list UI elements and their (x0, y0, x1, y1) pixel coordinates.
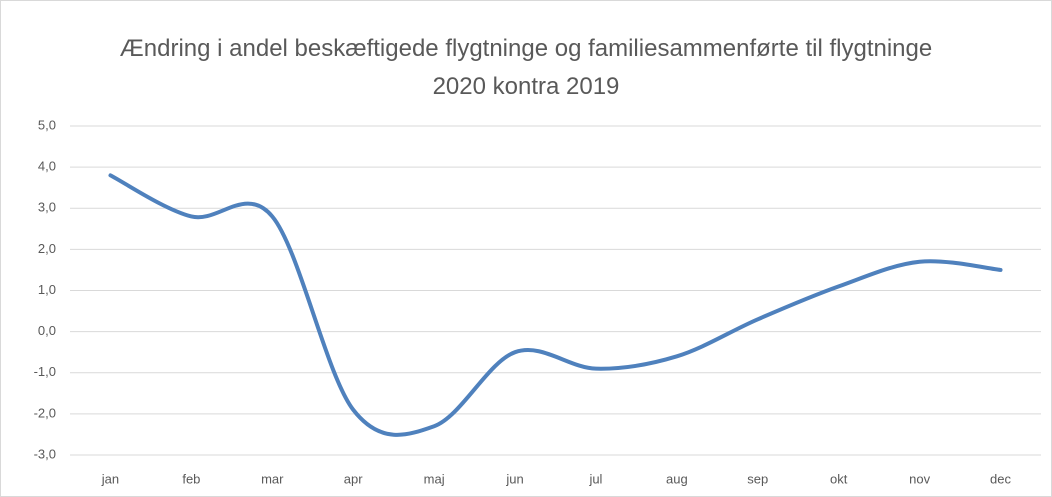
x-tick-label: apr (344, 471, 363, 486)
y-tick-label: 4,0 (38, 159, 56, 174)
y-tick-label: 2,0 (38, 241, 56, 256)
x-tick-label: feb (182, 471, 200, 486)
x-tick-label: dec (990, 471, 1011, 486)
x-tick-label: jan (101, 471, 119, 486)
chart-title: Ændring i andel beskæftigede flygtninge … (119, 35, 933, 100)
x-tick-label: okt (830, 471, 848, 486)
y-tick-label: -3,0 (34, 446, 56, 461)
y-tick-label: 1,0 (38, 282, 56, 297)
y-tick-label: -2,0 (34, 405, 56, 420)
y-tick-label: 5,0 (38, 117, 56, 132)
x-tick-label: maj (424, 471, 445, 486)
line-series (108, 173, 1003, 437)
y-tick-label: -1,0 (34, 364, 56, 379)
y-tick-label: 3,0 (38, 200, 56, 215)
x-tick-label: aug (666, 471, 688, 486)
x-tick-label: nov (909, 471, 930, 486)
x-tick-label: mar (261, 471, 284, 486)
y-tick-label: 0,0 (38, 323, 56, 338)
x-tick-label: sep (747, 471, 768, 486)
x-tick-label: jun (505, 471, 523, 486)
x-tick-label: jul (588, 471, 602, 486)
